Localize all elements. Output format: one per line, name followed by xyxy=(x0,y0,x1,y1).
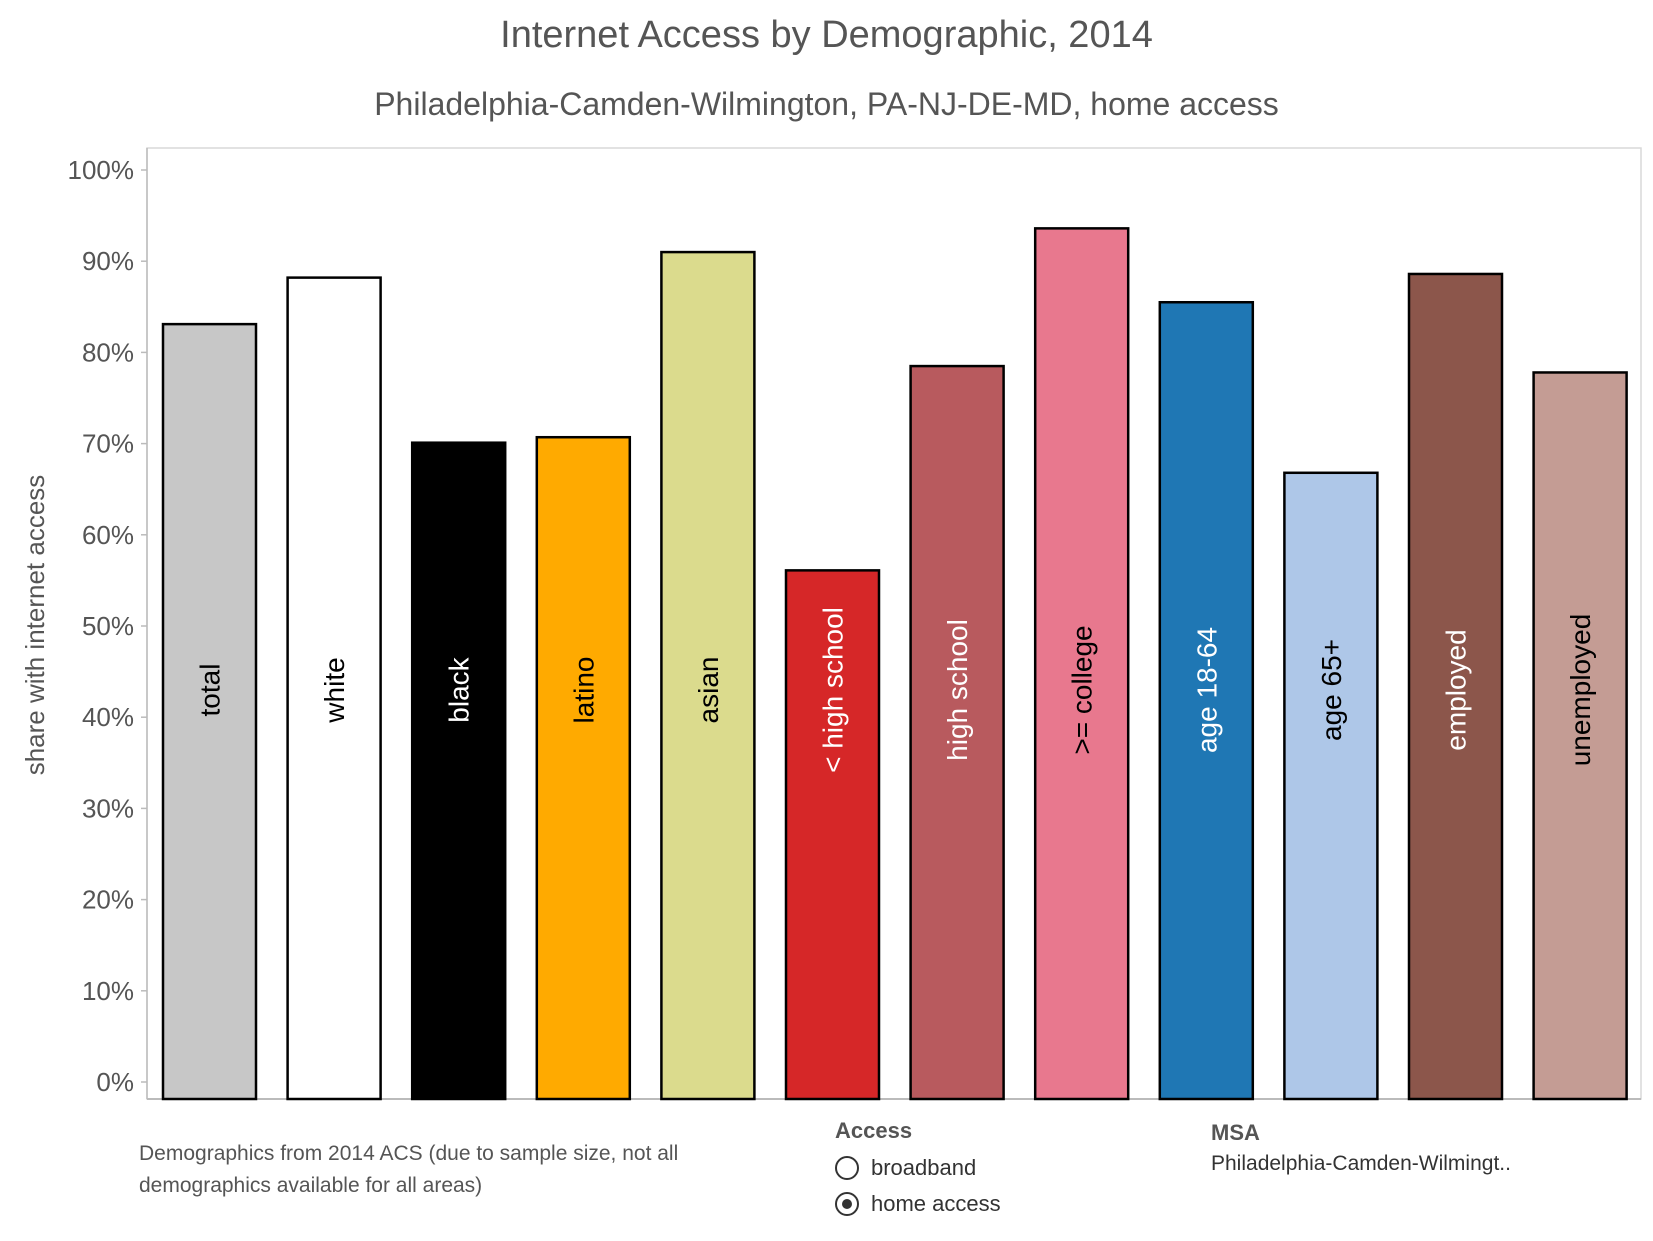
radio-broadband[interactable] xyxy=(835,1156,859,1180)
y-tick-label: 0% xyxy=(96,1067,134,1097)
legend-label: broadband xyxy=(871,1155,977,1180)
bar xyxy=(1158,300,1255,1101)
bar xyxy=(286,276,382,1101)
msa-filter: MSA Philadelphia-Camden-Wilmingt.. xyxy=(1211,1120,1511,1176)
radio-home-access[interactable] xyxy=(835,1192,859,1216)
y-tick-label: 80% xyxy=(82,337,134,367)
bar-label: total xyxy=(195,664,226,717)
bar xyxy=(784,569,881,1101)
source-note: Demographics from 2014 ACS (due to sampl… xyxy=(139,1142,679,1197)
access-legend: Access broadband home access xyxy=(835,1118,1001,1222)
bar-label: latino xyxy=(568,657,599,724)
y-tick-label: 50% xyxy=(82,611,134,641)
y-tick-label: 40% xyxy=(82,702,134,732)
y-tick-label: 90% xyxy=(82,246,134,276)
bar-label: black xyxy=(444,656,475,722)
msa-value[interactable]: Philadelphia-Camden-Wilmingt.. xyxy=(1211,1152,1511,1175)
chart-subtitle: Philadelphia-Camden-Wilmington, PA-NJ-DE… xyxy=(374,86,1279,122)
legend-title: Access xyxy=(835,1118,913,1143)
bar-label: white xyxy=(319,657,350,723)
y-tick-label: 60% xyxy=(82,520,134,550)
y-tick-label: 100% xyxy=(68,155,135,185)
legend-item-home-access[interactable]: home access xyxy=(835,1186,1001,1222)
bar xyxy=(660,250,756,1101)
y-tick-label: 20% xyxy=(82,885,134,915)
bar-label: employed xyxy=(1441,629,1472,750)
chart-title: Internet Access by Demographic, 2014 xyxy=(500,14,1153,56)
bars: total white black latino asian < high school h… xyxy=(161,227,1628,1101)
bar-label: unemployed xyxy=(1565,614,1596,767)
y-ticks: 0% 10% 20% 30% 40% 50% 60% 70% 80% 90% 100% xyxy=(68,155,147,1097)
bar xyxy=(1033,227,1130,1101)
axes xyxy=(146,147,1642,1100)
bar-label: >= college xyxy=(1067,625,1098,754)
legend-item-broadband[interactable]: broadband xyxy=(835,1150,1001,1186)
legend-label: home access xyxy=(871,1191,1001,1216)
y-axis-label: share with internet access xyxy=(20,475,50,776)
bar xyxy=(1407,272,1504,1101)
bar-label: asian xyxy=(693,657,724,724)
bar-label: < high school xyxy=(818,607,849,773)
bar xyxy=(909,364,1005,1101)
bar-label: high school xyxy=(942,619,973,761)
y-tick-label: 10% xyxy=(82,976,134,1006)
bar xyxy=(161,322,258,1101)
msa-title: MSA xyxy=(1211,1120,1260,1145)
bar-label: age 65+ xyxy=(1316,639,1347,741)
y-tick-label: 70% xyxy=(82,429,134,459)
y-tick-label: 30% xyxy=(82,793,134,823)
bar xyxy=(410,441,507,1101)
bar xyxy=(1532,371,1628,1101)
bar xyxy=(1283,471,1379,1101)
bar-label: age 18-64 xyxy=(1191,627,1222,753)
bar xyxy=(535,435,632,1101)
